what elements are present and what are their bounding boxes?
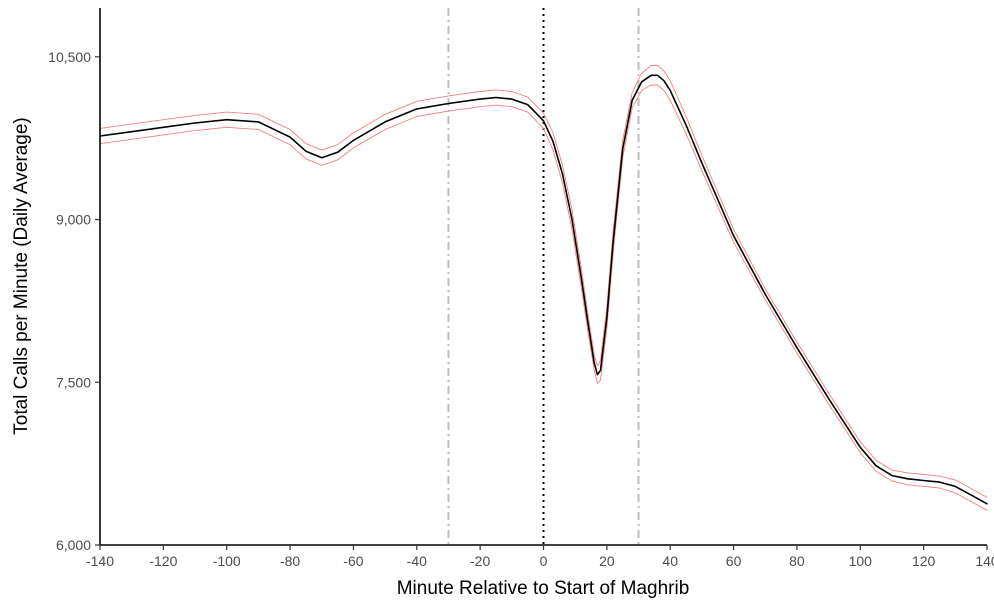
x-tick-label: 80 — [789, 553, 805, 569]
x-tick-label: 40 — [662, 553, 678, 569]
x-tick-label: 100 — [849, 553, 873, 569]
series-line-1 — [99, 65, 988, 498]
series-line-2 — [99, 84, 988, 511]
x-tick-label: -120 — [149, 553, 177, 569]
series-lines — [99, 65, 988, 511]
x-axis-title: Minute Relative to Start of Maghrib — [397, 578, 690, 599]
series-line-0 — [99, 74, 988, 505]
x-tick-label: -40 — [407, 553, 427, 569]
x-tick-label: -80 — [280, 553, 300, 569]
y-tick-label: 7,500 — [56, 374, 91, 390]
x-tick-label: -100 — [213, 553, 241, 569]
y-axis-title: Total Calls per Minute (Daily Average) — [11, 117, 32, 435]
y-tick-label: 6,000 — [56, 537, 91, 553]
x-tick-label: 60 — [726, 553, 742, 569]
x-tick-label: 0 — [540, 553, 548, 569]
y-axis-ticks: 6,000 7,500 9,000 10,500 — [48, 49, 100, 553]
x-tick-label: -140 — [86, 553, 114, 569]
x-tick-label: 120 — [912, 553, 936, 569]
y-tick-label: 9,000 — [56, 212, 91, 228]
x-tick-label: -20 — [470, 553, 490, 569]
x-tick-label: 20 — [599, 553, 615, 569]
x-tick-label: -60 — [343, 553, 363, 569]
x-axis-ticks: -140 -120 -100 -80 -60 -40 -20 0 20 40 60 80 100 120 1… — [86, 545, 994, 569]
y-tick-label: 10,500 — [48, 49, 91, 65]
x-tick-label: 140 — [975, 553, 994, 569]
